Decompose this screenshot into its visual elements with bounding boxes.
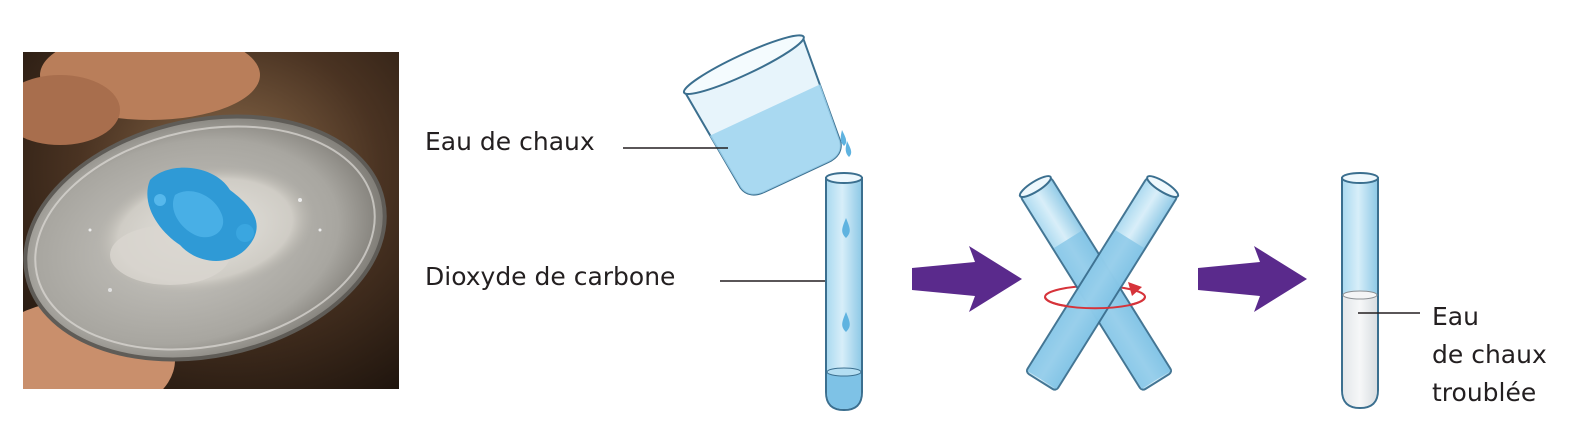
right-arrow-icon: [912, 246, 1022, 312]
rotation-arrow-icon: [1128, 282, 1142, 296]
carbon-dioxide-label: Dioxyde de carbone: [425, 262, 676, 291]
cloudy-label-line-1: Eau: [1432, 302, 1479, 331]
cloudy-lime-water-label: Eau de chaux troublée: [1432, 298, 1572, 412]
shaken-test-tubes: [1018, 175, 1180, 391]
cloudy-label-line-2: de chaux: [1432, 340, 1547, 369]
beaker-icon: [682, 34, 852, 196]
lime-water-label: Eau de chaux: [425, 127, 595, 156]
test-tube-co2: [825, 172, 863, 412]
copper-sulfate-powder-photo: [23, 52, 399, 389]
cloudy-label-line-3: troublée: [1432, 378, 1537, 407]
test-tube-cloudy: [1341, 172, 1379, 410]
right-arrow-icon: [1198, 246, 1307, 312]
